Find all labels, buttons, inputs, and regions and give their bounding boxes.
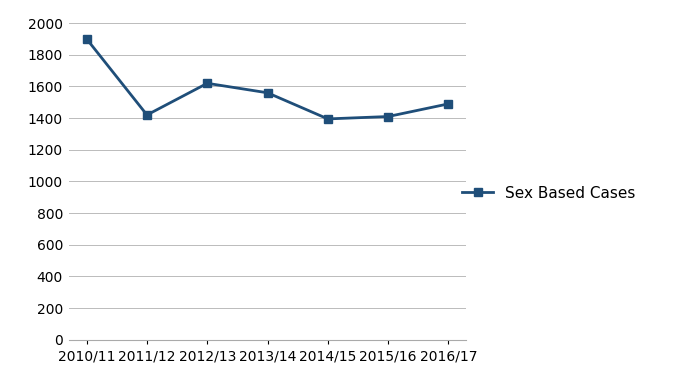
Sex Based Cases [143, 113, 151, 117]
Sex Based Cases [203, 81, 211, 86]
Sex Based Cases [82, 37, 91, 41]
Sex Based Cases [445, 102, 453, 106]
Line: Sex Based Cases: Sex Based Cases [82, 35, 453, 123]
Sex Based Cases [384, 114, 392, 119]
Legend: Sex Based Cases: Sex Based Cases [462, 186, 635, 200]
Sex Based Cases [324, 117, 332, 121]
Sex Based Cases [263, 90, 272, 95]
